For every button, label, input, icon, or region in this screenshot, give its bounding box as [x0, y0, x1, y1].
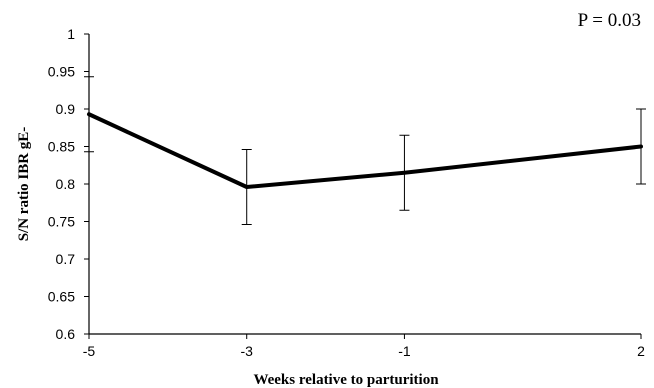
- y-tick-label: 0.75: [48, 214, 75, 230]
- x-tick-label: -3: [240, 343, 253, 359]
- x-axis-title: Weeks relative to parturition: [253, 372, 439, 388]
- x-tick-label: -5: [83, 343, 96, 359]
- y-tick-label: 0.7: [56, 251, 76, 267]
- series-line: [87, 112, 643, 189]
- x-tick-label: 2: [637, 343, 645, 359]
- x-tick-label: -1: [398, 343, 411, 359]
- p-value-annotation: P = 0.03: [578, 10, 641, 31]
- y-tick-label: 0.65: [48, 289, 75, 305]
- series-line-group: [87, 112, 643, 189]
- x-axis-ticks: -5 -3 -1 2: [83, 334, 645, 359]
- axes: [88, 34, 641, 335]
- y-tick-label: 1: [67, 26, 75, 42]
- y-axis-ticks: 0.6 0.65 0.7 0.75 0.8 0.85 0.9 0.95 1: [48, 26, 89, 342]
- y-tick-label: 0.95: [48, 64, 75, 80]
- y-tick-label: 0.6: [56, 326, 76, 342]
- y-tick-label: 0.85: [48, 139, 75, 155]
- y-tick-label: 0.8: [56, 176, 76, 192]
- y-axis-title: S/N ratio IBR gE-: [16, 127, 32, 242]
- y-tick-label: 0.9: [56, 101, 76, 117]
